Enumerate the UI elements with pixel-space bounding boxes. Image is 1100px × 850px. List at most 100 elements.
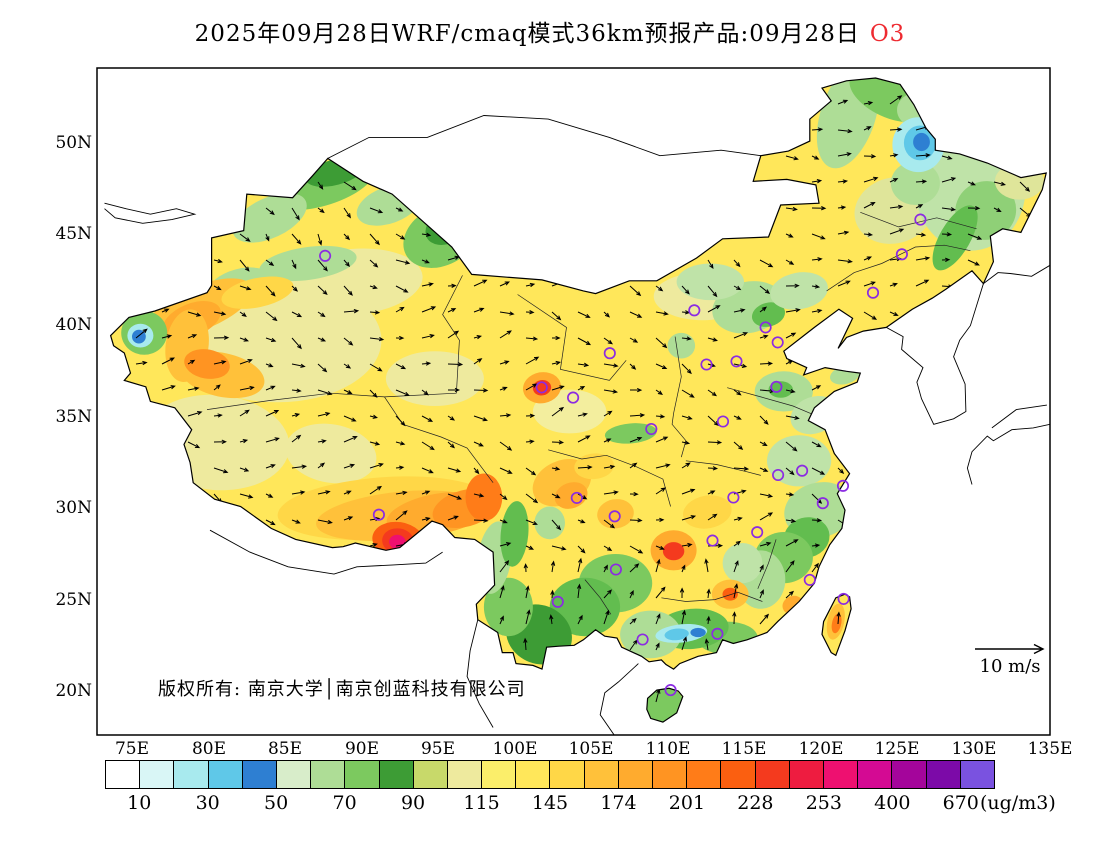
wind-arrow	[265, 311, 278, 322]
wind-arrow	[421, 389, 429, 396]
station-marker	[772, 468, 785, 482]
lat-label-50n: 50N	[55, 133, 92, 153]
station-marker	[535, 381, 548, 394]
colorbar-cell	[618, 761, 653, 788]
wind-arrow	[811, 543, 821, 548]
wind-arrow	[525, 585, 530, 599]
wind-arrow	[551, 385, 565, 391]
lon-label-95e: 95E	[420, 739, 456, 759]
lon-label-135e: 135E	[1027, 739, 1073, 759]
wind-arrow	[551, 311, 562, 321]
wind-arrow	[733, 583, 739, 599]
wind-arrow	[213, 335, 230, 340]
wind-arrow	[733, 308, 746, 313]
wind-arrow	[785, 590, 795, 599]
wind-arrow	[239, 233, 251, 242]
wind-arrow	[135, 360, 148, 366]
lon-label-75e: 75E	[114, 739, 150, 759]
colorbar-cell	[174, 761, 209, 788]
wind-arrow	[681, 336, 692, 341]
wind-arrow	[915, 153, 931, 158]
wind-arrow	[421, 334, 435, 339]
wind-arrow	[551, 545, 567, 551]
lon-label-110e: 110E	[645, 739, 691, 759]
wind-arrow	[629, 462, 638, 469]
colorbar-cell	[653, 761, 688, 788]
wind-arrow	[681, 363, 692, 375]
wind-arrow	[369, 463, 384, 469]
station-marker	[914, 213, 927, 226]
wind-arrow	[759, 285, 771, 294]
wind-arrow	[759, 415, 769, 425]
wind-arrow	[473, 493, 485, 498]
wind-arrow	[629, 387, 643, 393]
station-marker	[816, 497, 829, 510]
wind-arrow	[603, 564, 608, 573]
wind-arrow	[525, 310, 535, 315]
colorbar-tick: 670	[942, 792, 979, 814]
colorbar-tick: 70	[332, 792, 357, 814]
wind-arrow	[681, 462, 691, 469]
wind-arrow	[785, 492, 795, 497]
wind-arrow	[967, 181, 976, 186]
wind-arrow	[707, 305, 721, 313]
wind-arrow	[733, 466, 750, 471]
colorbar-cell	[926, 761, 961, 788]
colorbar-cell	[550, 761, 585, 788]
colorbar-tick: 253	[805, 792, 842, 814]
wind-arrow	[863, 126, 872, 131]
wind-arrow	[317, 207, 325, 214]
wind-arrow	[785, 467, 795, 476]
wind-arrow	[681, 389, 695, 398]
wind-arrow	[785, 332, 797, 339]
copyright-text: 版权所有: 南京大学│南京创蓝科技有限公司	[158, 679, 526, 700]
wind-arrow	[707, 513, 718, 521]
wind-arrow	[421, 306, 437, 313]
lat-label-20n: 20N	[55, 681, 92, 701]
station-marker	[771, 336, 784, 349]
station-marker	[727, 491, 740, 504]
wind-arrow	[523, 637, 528, 651]
wind-arrow	[941, 177, 957, 183]
field-region	[534, 506, 565, 540]
wind-arrow	[707, 440, 723, 445]
wind-arrow	[213, 258, 223, 264]
wind-arrow	[576, 583, 582, 599]
wind-arrow	[343, 389, 353, 395]
wind-arrow	[993, 207, 1002, 212]
colorbar-tick: 115	[463, 792, 500, 814]
wind-arrow	[889, 228, 905, 235]
wind-arrow	[239, 285, 252, 291]
colorbar-cell	[960, 761, 994, 788]
field-region	[221, 276, 294, 309]
field-region	[831, 613, 842, 634]
field-region	[549, 577, 621, 637]
wind-arrow	[343, 259, 350, 268]
wind-arrow	[317, 311, 326, 318]
wind-arrow	[577, 557, 583, 573]
wind-arrow	[317, 363, 328, 373]
wind-arrow	[343, 516, 354, 521]
colorbar-cell	[789, 761, 824, 788]
wind-arrow	[785, 388, 796, 394]
wind-arrow	[369, 336, 385, 342]
wind-arrow	[499, 330, 512, 339]
wind-arrow	[707, 337, 718, 342]
field-region	[285, 423, 377, 484]
wind-arrow	[291, 490, 306, 495]
station-marker	[608, 510, 621, 523]
station-marker	[730, 355, 743, 368]
wind-arrow	[733, 259, 741, 268]
lon-label-130e: 130E	[951, 739, 997, 759]
wind-arrow	[525, 383, 538, 391]
wind-arrow	[603, 545, 613, 552]
colorbar-cell	[858, 761, 893, 788]
field-region	[767, 435, 832, 487]
field-region	[932, 205, 978, 271]
wind-arrow	[499, 467, 513, 474]
wind-arrow	[265, 493, 274, 498]
field-region	[465, 473, 503, 522]
wind-arrow	[629, 413, 646, 418]
wind-arrow	[732, 611, 737, 625]
wind-arrow	[447, 308, 457, 313]
